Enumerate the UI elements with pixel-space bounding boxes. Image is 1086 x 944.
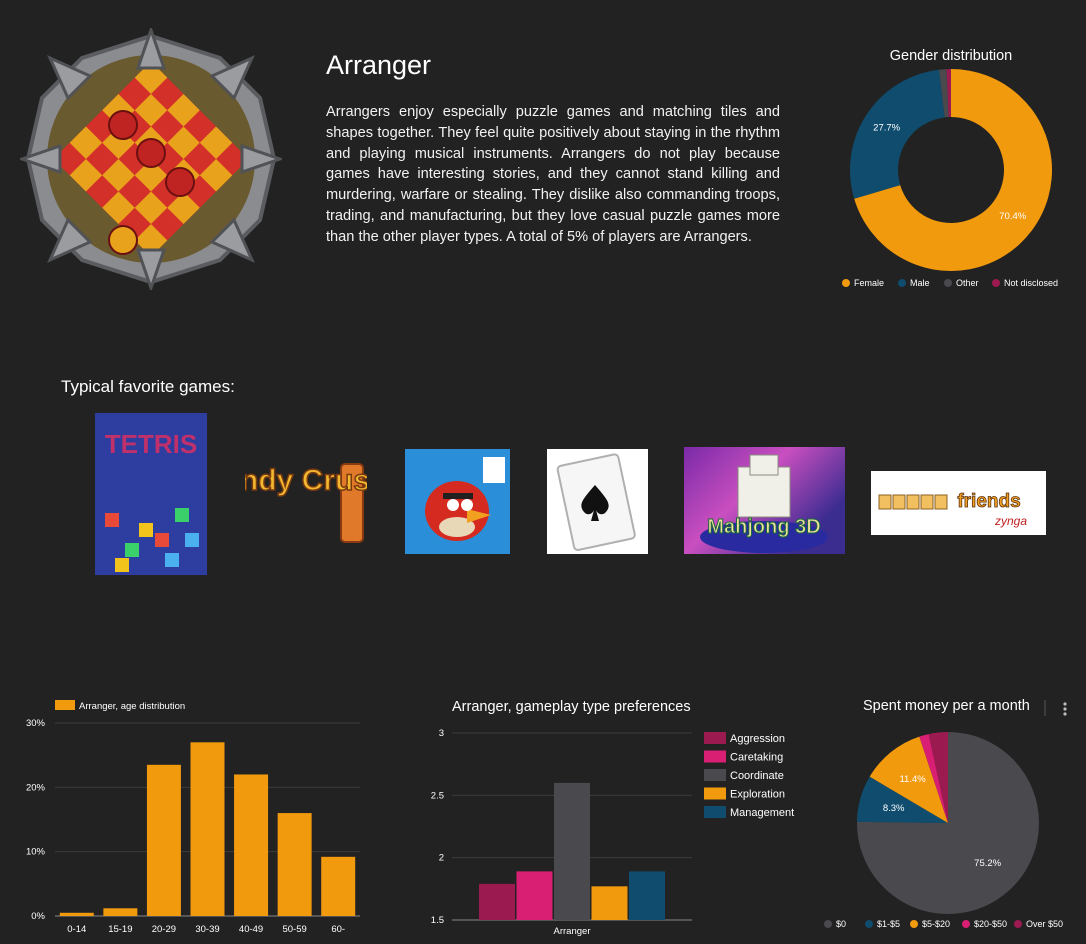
pie-slice-not-disclosed bbox=[946, 69, 951, 118]
chart-menu-icon[interactable] bbox=[1063, 702, 1067, 716]
pie-slice--1-5 bbox=[857, 776, 948, 823]
bar-aggression bbox=[479, 883, 515, 920]
y-tick-label: 10% bbox=[26, 847, 46, 858]
x-tick-label: 0-14 bbox=[67, 924, 86, 935]
legend-label: Aggression bbox=[730, 733, 785, 745]
legend-label: Not disclosed bbox=[1004, 278, 1058, 288]
spent-money-chart: Spent money per a month 75.2% 8.3% 11.4% $… bbox=[824, 698, 1067, 929]
gameplay-preferences-chart: Arranger, gameplay type preferences 1.5 2… bbox=[431, 699, 794, 937]
y-tick-label: 0% bbox=[31, 911, 45, 922]
pie-slice--20-50 bbox=[919, 734, 948, 823]
y-tick-label: 2 bbox=[439, 853, 444, 864]
age-distribution-chart: Arranger, age distribution 0% 10% 20% 30% 0… bbox=[26, 700, 360, 935]
x-tick-label: 50-59 bbox=[282, 924, 306, 935]
x-tick-label: 30-39 bbox=[195, 924, 219, 935]
bar-caretaking bbox=[516, 871, 553, 920]
tetris-logo: TETRIS bbox=[105, 429, 197, 459]
candy-crush-game-image: Candy Crush bbox=[201, 448, 389, 548]
y-tick-label: 30% bbox=[26, 718, 46, 729]
bar bbox=[321, 856, 356, 916]
data-label: 11.4% bbox=[899, 774, 926, 785]
legend-swatch bbox=[824, 920, 832, 928]
arranger-emblem-image bbox=[20, 28, 282, 290]
legend-label: Exploration bbox=[730, 789, 785, 801]
legend-swatch bbox=[1014, 920, 1022, 928]
page-title: Arranger bbox=[326, 50, 432, 80]
pie-slice--5-20 bbox=[869, 736, 948, 823]
pie-slice-male bbox=[850, 69, 945, 199]
legend-label: Arranger, age distribution bbox=[79, 701, 185, 712]
legend-swatch bbox=[962, 920, 970, 928]
bar bbox=[190, 742, 225, 916]
legend-swatch bbox=[842, 279, 850, 287]
bar bbox=[103, 908, 138, 916]
legend-swatch bbox=[704, 750, 726, 763]
legend-label: Management bbox=[730, 807, 794, 819]
legend-label: Caretaking bbox=[730, 752, 783, 764]
player-type-description: Arrangers enjoy especially puzzle games … bbox=[326, 104, 780, 245]
svg-text:friends: friends bbox=[957, 491, 1020, 512]
chart-title: Spent money per a month bbox=[863, 698, 1030, 714]
mahjong-logo: Mahjong 3D bbox=[707, 516, 820, 538]
y-tick-label: 1.5 bbox=[431, 915, 444, 926]
x-tick-label: 60- bbox=[331, 924, 345, 935]
legend-swatch bbox=[704, 769, 726, 781]
legend-label: Coordinate bbox=[730, 770, 784, 782]
legend-swatch bbox=[865, 920, 873, 928]
legend-label: $1-$5 bbox=[877, 919, 900, 929]
bar bbox=[234, 774, 269, 916]
pie-slice-over-50 bbox=[928, 732, 948, 823]
legend-swatch bbox=[55, 700, 75, 710]
tetris-game-image: TETRIS bbox=[95, 413, 207, 575]
bar-exploration bbox=[591, 886, 628, 920]
data-label: 70.4% bbox=[999, 211, 1026, 222]
data-label: 8.3% bbox=[883, 803, 905, 814]
legend-swatch bbox=[944, 279, 952, 287]
bar bbox=[146, 764, 181, 916]
solitaire-game-image bbox=[547, 449, 648, 554]
data-label: 27.7% bbox=[873, 123, 900, 134]
legend-label: $0 bbox=[836, 919, 846, 929]
svg-text:zynga: zynga bbox=[994, 514, 1027, 528]
bar bbox=[59, 912, 94, 916]
legend-swatch bbox=[704, 787, 726, 800]
legend-swatch bbox=[704, 732, 726, 744]
y-tick-label: 20% bbox=[26, 782, 46, 793]
y-tick-label: 3 bbox=[439, 728, 444, 739]
data-label: 75.2% bbox=[974, 858, 1001, 869]
chart-title: Gender distribution bbox=[890, 48, 1013, 64]
x-tick-label: 15-19 bbox=[108, 924, 132, 935]
legend-label: Female bbox=[854, 278, 884, 288]
angry-birds-game-image bbox=[405, 449, 510, 554]
words-with-friends-game-image: friends zynga bbox=[871, 471, 1046, 535]
favorite-games-heading: Typical favorite games: bbox=[61, 377, 235, 396]
pie-slice-other bbox=[938, 69, 949, 118]
legend-label: Over $50 bbox=[1026, 919, 1063, 929]
candy-crush-logo: Candy Crush bbox=[245, 464, 367, 497]
legend-label: Male bbox=[910, 278, 930, 288]
x-tick-label: 40-49 bbox=[239, 924, 263, 935]
legend-swatch bbox=[898, 279, 906, 287]
legend-swatch bbox=[910, 920, 918, 928]
legend-swatch bbox=[704, 806, 726, 818]
legend-label: $5-$20 bbox=[922, 919, 950, 929]
gender-distribution-chart: Gender distribution 70.4% 27.7% Female Mal… bbox=[842, 48, 1058, 288]
x-tick-label: Arranger bbox=[554, 926, 591, 937]
legend-label: $20-$50 bbox=[974, 919, 1007, 929]
x-tick-label: 20-29 bbox=[152, 924, 176, 935]
chart-title: Arranger, gameplay type preferences bbox=[452, 699, 691, 715]
bar bbox=[277, 813, 312, 916]
legend-label: Other bbox=[956, 278, 979, 288]
legend-swatch bbox=[992, 279, 1000, 287]
bar-coordinate bbox=[554, 782, 590, 920]
bar-management bbox=[629, 871, 665, 920]
mahjong-3d-game-image: Mahjong 3D bbox=[684, 447, 845, 554]
y-tick-label: 2.5 bbox=[431, 790, 444, 801]
pie-slice-female bbox=[854, 69, 1052, 271]
